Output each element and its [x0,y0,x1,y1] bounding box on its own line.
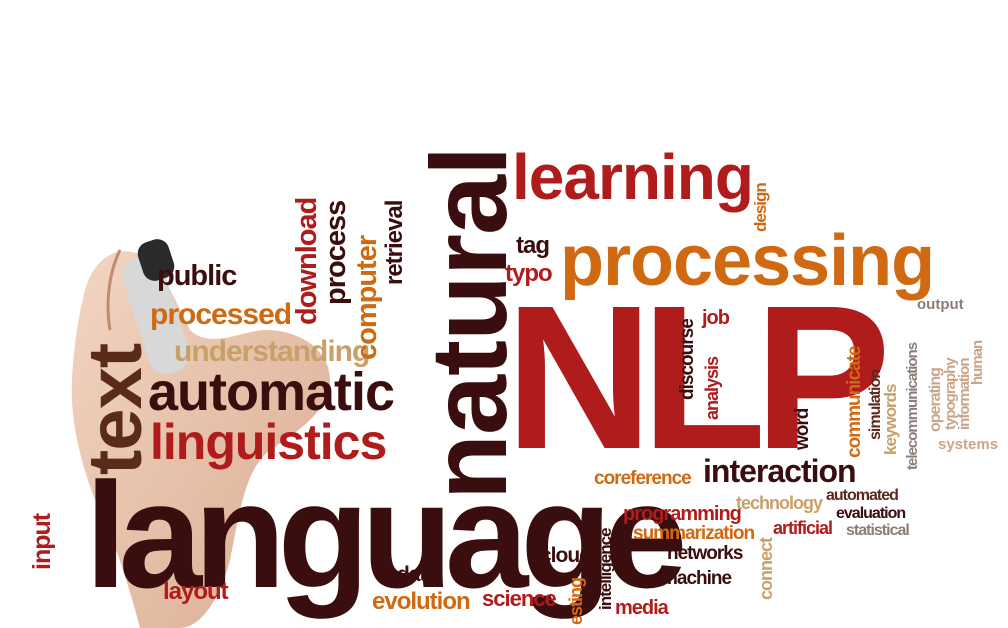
word-keywords: keywords [881,384,900,455]
word-summarization: summarization [633,523,755,544]
word-discourse: discourse [677,319,698,400]
word-output: output [917,296,964,313]
word-job: job [702,307,730,329]
word-evaluation: evaluation [836,505,906,522]
word-networks: networks [667,543,743,564]
word-learning: learning [512,141,754,213]
word-automatic: automatic [148,362,395,422]
marker-pen [122,239,190,374]
word-typo: typo [505,260,553,287]
word-nlp: NLP [505,263,891,492]
word-retrieval: retrieval [381,200,408,285]
word-media: media [615,597,669,619]
word-text: text [73,343,158,475]
word-input: input [28,513,56,570]
word-connect: connect [756,537,776,600]
word-cloud: cloud [540,544,592,567]
word-testing: esting [566,577,586,625]
hand-shape [71,251,331,628]
word-systems: systems [938,436,999,453]
word-processing: processing [560,221,935,301]
word-public: public [157,260,237,292]
word-computer: computer [351,235,383,360]
word-download: download [291,197,323,325]
word-language: language [85,451,687,619]
word-process: process [320,200,352,305]
word-analysis: analysis [702,356,722,420]
word-machine: machine [661,568,732,589]
word-data: data [397,563,437,586]
word-design: design [751,183,770,232]
word-layout: layout [163,578,229,605]
word-word: word [792,408,813,450]
word-processed: processed [150,298,292,331]
word-technology: technology [736,493,823,513]
word-artificial: artificial [773,518,833,538]
word-interaction: interaction [703,453,857,489]
word-science: science [482,586,557,611]
word-understanding: understanding [174,335,370,368]
word-tag: tag [516,232,550,259]
word-statistical: statistical [846,522,910,539]
word-linguistics: linguistics [150,414,387,470]
word-telecommunications: telecommunications [904,342,921,470]
word-automated: automated [826,487,899,504]
word-communicate: communicate [844,346,865,458]
word-coreference: coreference [594,468,692,489]
word-intelligence: intelligence [596,528,615,610]
word-evolution: evolution [372,588,471,615]
word-human: human [969,340,986,385]
word-programming: programming [623,503,742,525]
